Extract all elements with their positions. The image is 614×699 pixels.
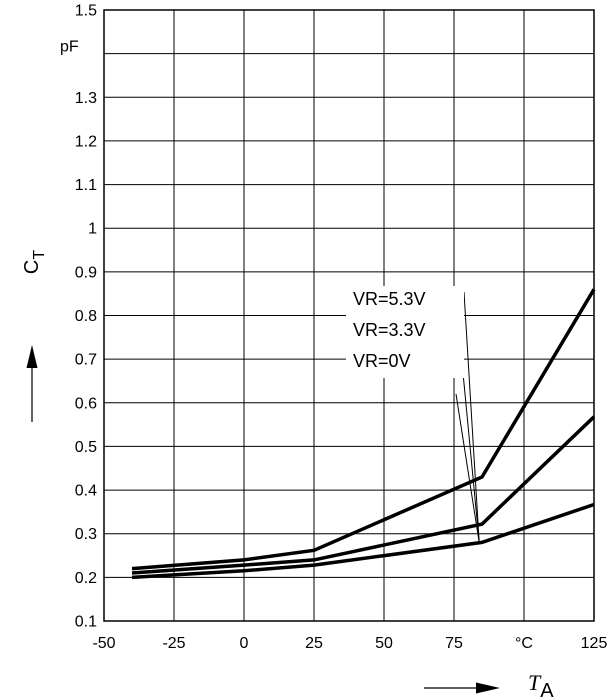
- legend-background: [346, 286, 464, 378]
- series-line-3: [131, 502, 595, 580]
- legend-leader-1: [463, 291, 480, 543]
- y-axis-label: CT: [21, 250, 48, 274]
- y-tick-label: 0.8: [75, 308, 97, 325]
- y-axis-symbol-subscript: T: [31, 250, 48, 260]
- x-tick-label: 125: [581, 635, 608, 652]
- y-tick-label: 0.6: [75, 395, 97, 412]
- series-line-1: [131, 288, 596, 571]
- y-tick-label: 0.2: [75, 570, 97, 587]
- legend-leader-3: [455, 393, 480, 543]
- y-tick-label: 1.2: [75, 133, 97, 150]
- x-unit-label: °C: [515, 635, 533, 652]
- y-tick-label: 0.4: [75, 483, 97, 500]
- x-tick-label: 0: [240, 635, 249, 652]
- x-tick-label: 75: [445, 635, 463, 652]
- y-axis-arrow: [26, 345, 38, 422]
- legend-leaders: [455, 291, 480, 543]
- series-lines: [131, 288, 596, 580]
- y-tick-label: 0.9: [75, 264, 97, 281]
- y-axis-symbol-main: C: [21, 260, 43, 274]
- x-tick-label: 50: [375, 635, 393, 652]
- y-tick-label: 1.1: [75, 177, 97, 194]
- y-tick-label: 1.3: [75, 90, 97, 107]
- y-tick-label: 0.5: [75, 439, 97, 456]
- y-tick-labels: 0.1 0.2 0.3 0.4 0.5 0.6 0.7 0.8 0.9 1 1.1 1.2 1.3 1.5: [75, 3, 97, 631]
- x-tick-label: 25: [305, 635, 323, 652]
- y-tick-label: 1.5: [75, 3, 97, 20]
- y-tick-label: 0.7: [75, 352, 97, 369]
- legend-label: VR=5.3V: [353, 289, 426, 309]
- x-axis-symbol-subscript: A: [540, 680, 554, 699]
- legend-label: VR=3.3V: [353, 320, 426, 340]
- y-tick-label: 1: [88, 221, 97, 238]
- legend-label: VR=0V: [353, 351, 411, 371]
- x-tick-label: -50: [92, 635, 115, 652]
- y-unit-label: pF: [60, 39, 79, 56]
- legend: VR=5.3V VR=3.3V VR=0V: [353, 289, 426, 371]
- x-axis-symbol-main: T: [528, 670, 542, 695]
- x-tick-labels: -50 -25 0 25 50 75 125: [92, 635, 607, 652]
- x-axis-label: TA: [528, 670, 554, 699]
- y-tick-label: 0.3: [75, 526, 97, 543]
- legend-leader-2: [460, 351, 480, 543]
- y-axis-symbol: CT: [21, 250, 48, 274]
- x-tick-label: -25: [162, 635, 185, 652]
- x-axis-arrow: [424, 682, 500, 694]
- plot-frame: [103, 9, 595, 622]
- y-tick-label: 0.1: [75, 614, 97, 631]
- series-line-2: [131, 415, 596, 575]
